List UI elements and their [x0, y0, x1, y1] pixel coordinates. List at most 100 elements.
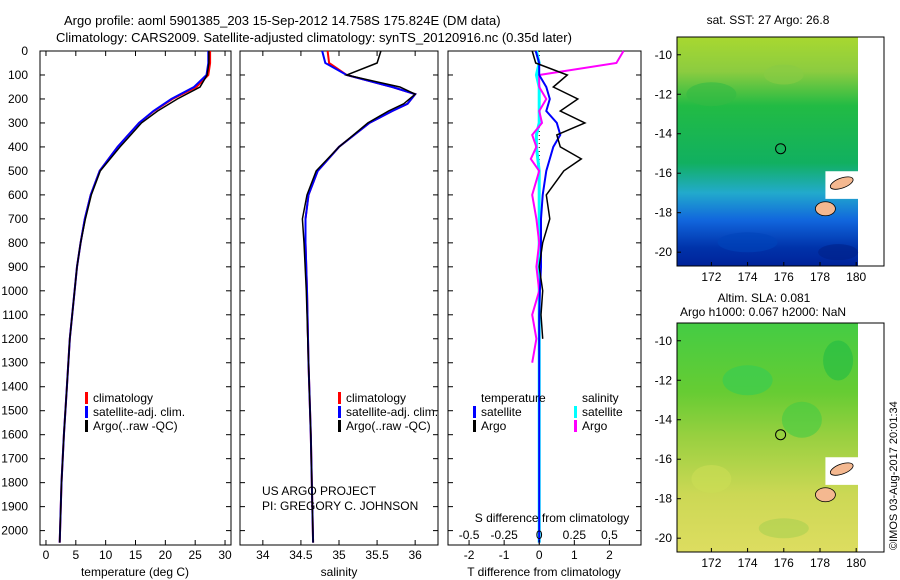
- map-lat-label: -18: [655, 206, 673, 220]
- depth-tick-label: 1700: [1, 452, 28, 466]
- temperature-axis-label: temperature (deg C): [81, 565, 189, 579]
- salinity-axis-label: salinity: [321, 565, 358, 579]
- t-diff-axis-label: T difference from climatology: [467, 565, 621, 579]
- credit-project: US ARGO PROJECT: [262, 484, 377, 498]
- temperature-tick-label: 30: [218, 548, 232, 562]
- map-field-patch: [758, 518, 809, 539]
- map-lon-label: 178: [810, 556, 830, 570]
- salinity-argo-diff-line: [529, 50, 625, 363]
- temperature-legend-label: climatology: [93, 391, 153, 405]
- s-diff-axis-label: S difference from climatology: [475, 511, 630, 525]
- depth-tick-label: 0: [21, 44, 28, 58]
- temperature-satellite-line: [58, 51, 210, 543]
- map-lon-label: 174: [738, 556, 758, 570]
- depth-tick-label: 900: [8, 260, 28, 274]
- panel-frame-3: [447, 50, 642, 546]
- map-lat-label: -14: [655, 127, 673, 141]
- salinity-legend-label: climatology: [346, 391, 406, 405]
- depth-tick-label: 200: [8, 92, 28, 106]
- s-diff-tick-label: 0.25: [563, 528, 587, 542]
- depth-tick-label: 700: [8, 212, 28, 226]
- depth-tick-label: 1800: [1, 476, 28, 490]
- temperature-tick-label: 10: [99, 548, 113, 562]
- title-line-2: Climatology: CARS2009. Satellite-adjuste…: [56, 30, 572, 45]
- depth-tick-label: 400: [8, 140, 28, 154]
- map-field-patch: [722, 365, 773, 396]
- temperature-legend-swatch: [85, 392, 88, 404]
- map-lon-label: 176: [774, 270, 794, 284]
- temperature-tick-label: 25: [189, 548, 203, 562]
- map-field-patch: [781, 401, 822, 438]
- depth-tick-label: 1200: [1, 332, 28, 346]
- sla-map-title: Altim. SLA: 0.081: [718, 291, 811, 305]
- map-lon-label: 180: [846, 556, 866, 570]
- legend-salinity-header: salinity: [582, 391, 619, 405]
- temperature-tick-label: 5: [72, 548, 79, 562]
- salinity-legend-label: Argo(..raw -QC): [346, 419, 431, 433]
- depth-tick-label: 1900: [1, 500, 28, 514]
- temperature-climatology-line: [58, 51, 212, 543]
- map-lat-label: -12: [655, 87, 673, 101]
- salinity-diff-legend-swatch: [574, 420, 577, 432]
- map-lat-label: -16: [655, 166, 673, 180]
- salinity-legend-swatch: [338, 420, 341, 432]
- t-diff-tick-label: 2: [606, 548, 613, 562]
- salinity-tick-label: 35.5: [365, 548, 389, 562]
- map-lat-label: -12: [655, 373, 673, 387]
- depth-tick-label: 2000: [1, 524, 28, 538]
- depth-tick-label: 1600: [1, 428, 28, 442]
- depth-tick-label: 800: [8, 236, 28, 250]
- salinity-tick-label: 36: [408, 548, 422, 562]
- land-viti-levu: [815, 487, 836, 503]
- temperature-legend-label: satellite-adj. clim.: [93, 405, 185, 419]
- map-lat-label: -10: [655, 334, 673, 348]
- map-lon-label: 178: [810, 270, 830, 284]
- map-frame-2: [676, 322, 885, 553]
- temperature-diff-legend-label: satellite: [481, 405, 522, 419]
- map-lon-label: 174: [738, 270, 758, 284]
- temperature-tick-label: 0: [43, 548, 50, 562]
- salinity-satellite-line: [304, 50, 417, 543]
- depth-tick-label: 100: [8, 68, 28, 82]
- map-lon-label: 172: [701, 270, 721, 284]
- temperature-satellite-diff-line: [534, 50, 562, 543]
- salinity-climatology-line: [304, 50, 417, 543]
- map-lat-label: -18: [655, 492, 673, 506]
- legend-temperature-header: temperature: [481, 391, 546, 405]
- map-lat-label: -10: [655, 48, 673, 62]
- temperature-diff-legend-label: Argo: [481, 419, 507, 433]
- map-field-patch: [686, 82, 737, 107]
- depth-tick-label: 1300: [1, 356, 28, 370]
- profile-location-marker: [775, 143, 787, 155]
- t-diff-tick-label: 1: [571, 548, 578, 562]
- s-diff-tick-label: -0.5: [459, 528, 480, 542]
- map-frame-1: [676, 36, 885, 267]
- profile-location-marker: [775, 429, 787, 441]
- t-diff-tick-label: -2: [464, 548, 475, 562]
- land-vanua-levu: [829, 176, 854, 190]
- temperature-legend-label: Argo(..raw -QC): [93, 419, 178, 433]
- temperature-argo-diff-line: [531, 50, 587, 339]
- temperature-diff-legend-swatch: [473, 420, 476, 432]
- map-lat-label: -20: [655, 245, 673, 259]
- salinity-tick-label: 34: [256, 548, 270, 562]
- map-field-patch: [818, 244, 859, 261]
- salinity-diff-legend-label: Argo: [582, 419, 608, 433]
- temperature-legend-swatch: [85, 420, 88, 432]
- credit-pi: PI: GREGORY C. JOHNSON: [262, 499, 419, 513]
- depth-tick-label: 300: [8, 116, 28, 130]
- map-lat-label: -16: [655, 452, 673, 466]
- salinity-tick-label: 35: [332, 548, 346, 562]
- map-lat-label: -20: [655, 531, 673, 545]
- s-diff-tick-label: -0.25: [490, 528, 518, 542]
- map-field-patch: [763, 64, 804, 85]
- panel-frame-2: [239, 50, 439, 546]
- map-field-patch: [691, 464, 732, 493]
- panel-frame-1: [39, 50, 232, 546]
- temperature-diff-legend-swatch: [473, 406, 476, 418]
- map-field-patch: [823, 340, 854, 381]
- map-field-patch: [717, 232, 778, 253]
- s-diff-tick-label: 0: [536, 528, 543, 542]
